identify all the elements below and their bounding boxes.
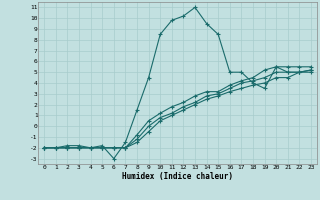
X-axis label: Humidex (Indice chaleur): Humidex (Indice chaleur): [122, 172, 233, 181]
